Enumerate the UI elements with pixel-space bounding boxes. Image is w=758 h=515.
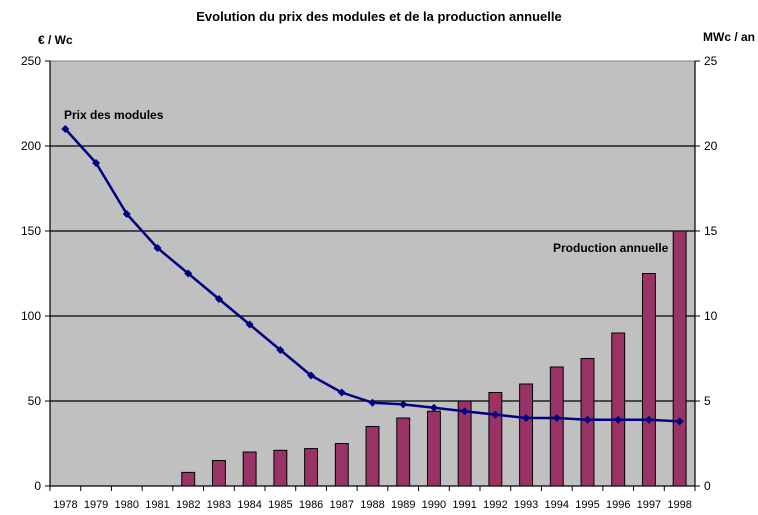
x-tick-label: 1992 <box>483 499 507 511</box>
bar-production <box>672 230 687 487</box>
point-price <box>92 159 101 167</box>
x-tick-label: 1995 <box>575 499 599 511</box>
point-price <box>675 417 684 426</box>
y-left-tick-label: 200 <box>21 139 41 153</box>
y-left-axis-label: € / Wc <box>38 33 73 47</box>
point-price <box>522 414 531 422</box>
point-price <box>245 320 254 329</box>
bar-production <box>304 448 319 487</box>
bar-production <box>426 410 441 487</box>
bar-production <box>611 332 626 487</box>
y-right-tick-label: 10 <box>704 309 718 323</box>
bar-production <box>488 392 503 487</box>
point-price <box>184 269 193 278</box>
y-left-tick-label: 150 <box>21 224 41 238</box>
x-tick-label: 1980 <box>115 499 139 511</box>
x-tick-label: 1993 <box>514 499 538 511</box>
bar-production <box>211 460 226 487</box>
x-tick-label: 1989 <box>391 499 415 511</box>
point-price <box>429 403 438 412</box>
point-price <box>276 346 285 354</box>
bar-production <box>181 471 196 487</box>
y-right-tick-label: 0 <box>704 479 711 493</box>
x-tick-label: 1979 <box>84 499 108 511</box>
bar-production <box>519 383 534 487</box>
y-right-tick-label: 25 <box>704 54 718 68</box>
point-price <box>491 410 500 419</box>
x-tick-label: 1984 <box>237 499 261 511</box>
point-price <box>644 415 653 424</box>
bar-production <box>396 417 411 487</box>
point-price <box>552 414 561 422</box>
x-tick-label: 1998 <box>667 499 691 511</box>
bar-production <box>641 273 656 487</box>
x-tick-label: 1986 <box>299 499 323 511</box>
series-label-price: Prix des modules <box>64 108 164 122</box>
chart-title: Evolution du prix des modules et de la p… <box>196 9 562 24</box>
point-price <box>399 400 408 409</box>
bar-production <box>242 451 257 487</box>
point-price <box>337 388 346 397</box>
x-tick-label: 1991 <box>452 499 476 511</box>
y-right-tick-label: 5 <box>704 394 711 408</box>
bar-production <box>549 366 564 487</box>
point-price <box>460 407 469 416</box>
x-tick-label: 1994 <box>545 499 569 511</box>
x-tick-label: 1988 <box>360 499 384 511</box>
x-tick-label: 1985 <box>268 499 292 511</box>
x-tick-label: 1981 <box>145 499 169 511</box>
point-price <box>368 398 377 407</box>
point-price <box>307 371 316 380</box>
y-left-tick-label: 50 <box>28 394 42 408</box>
bar-production <box>334 443 349 487</box>
x-tick-label: 1983 <box>207 499 231 511</box>
point-price <box>153 244 162 252</box>
x-tick-label: 1997 <box>637 499 661 511</box>
y-left-tick-label: 100 <box>21 309 41 323</box>
series-label-production: Production annuelle <box>553 241 669 255</box>
y-right-tick-label: 20 <box>704 139 718 153</box>
x-tick-label: 1996 <box>606 499 630 511</box>
point-price <box>614 415 623 424</box>
y-right-tick-label: 15 <box>704 224 718 238</box>
y-left-tick-label: 0 <box>34 479 41 493</box>
x-tick-label: 1990 <box>422 499 446 511</box>
plot-area <box>49 60 696 487</box>
x-tick-label: 1982 <box>176 499 200 511</box>
bar-production <box>365 426 380 487</box>
point-price <box>122 210 131 218</box>
x-tick-label: 1978 <box>53 499 77 511</box>
point-price <box>61 125 70 133</box>
point-price <box>583 415 592 424</box>
y-left-tick-label: 250 <box>21 54 41 68</box>
bar-production <box>273 449 288 487</box>
y-right-axis-label: MWc / an <box>703 30 756 44</box>
point-price <box>214 295 223 303</box>
bar-production <box>457 400 472 487</box>
x-tick-label: 1987 <box>330 499 354 511</box>
